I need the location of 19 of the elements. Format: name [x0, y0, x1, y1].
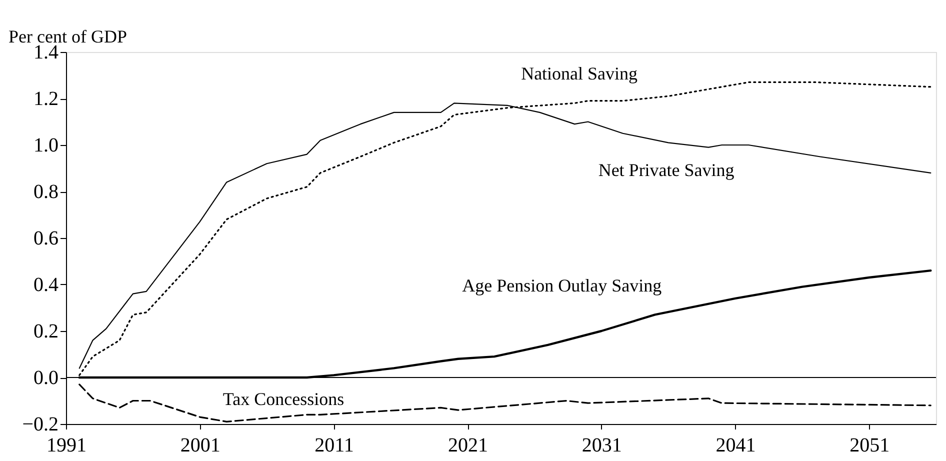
y-tick-label: 0.8	[34, 181, 58, 203]
y-tick-label: −0.2	[22, 414, 58, 436]
y-tick-label: 1.2	[34, 88, 58, 110]
x-tick-label: 2001	[180, 434, 220, 456]
x-tick-label: 1991	[46, 434, 86, 456]
x-tick-label: 2011	[314, 434, 354, 456]
series-label: National Saving	[521, 63, 638, 84]
series-label: Tax Concessions	[222, 388, 344, 409]
y-tick-label: 0.4	[34, 274, 58, 296]
series-label: Net Private Saving	[598, 160, 734, 180]
y-tick-label: 0.0	[34, 367, 58, 389]
series-label: Age Pension Outlay Saving	[462, 275, 662, 296]
x-tick-label: 2051	[850, 434, 890, 456]
y-tick-label: 0.6	[34, 228, 58, 250]
x-tick-label: 2021	[448, 434, 488, 456]
x-tick-label: 2031	[582, 434, 622, 456]
y-tick-label: 0.2	[34, 320, 58, 342]
y-tick-label: 1.0	[34, 134, 58, 156]
x-tick-label: 2041	[716, 434, 756, 456]
